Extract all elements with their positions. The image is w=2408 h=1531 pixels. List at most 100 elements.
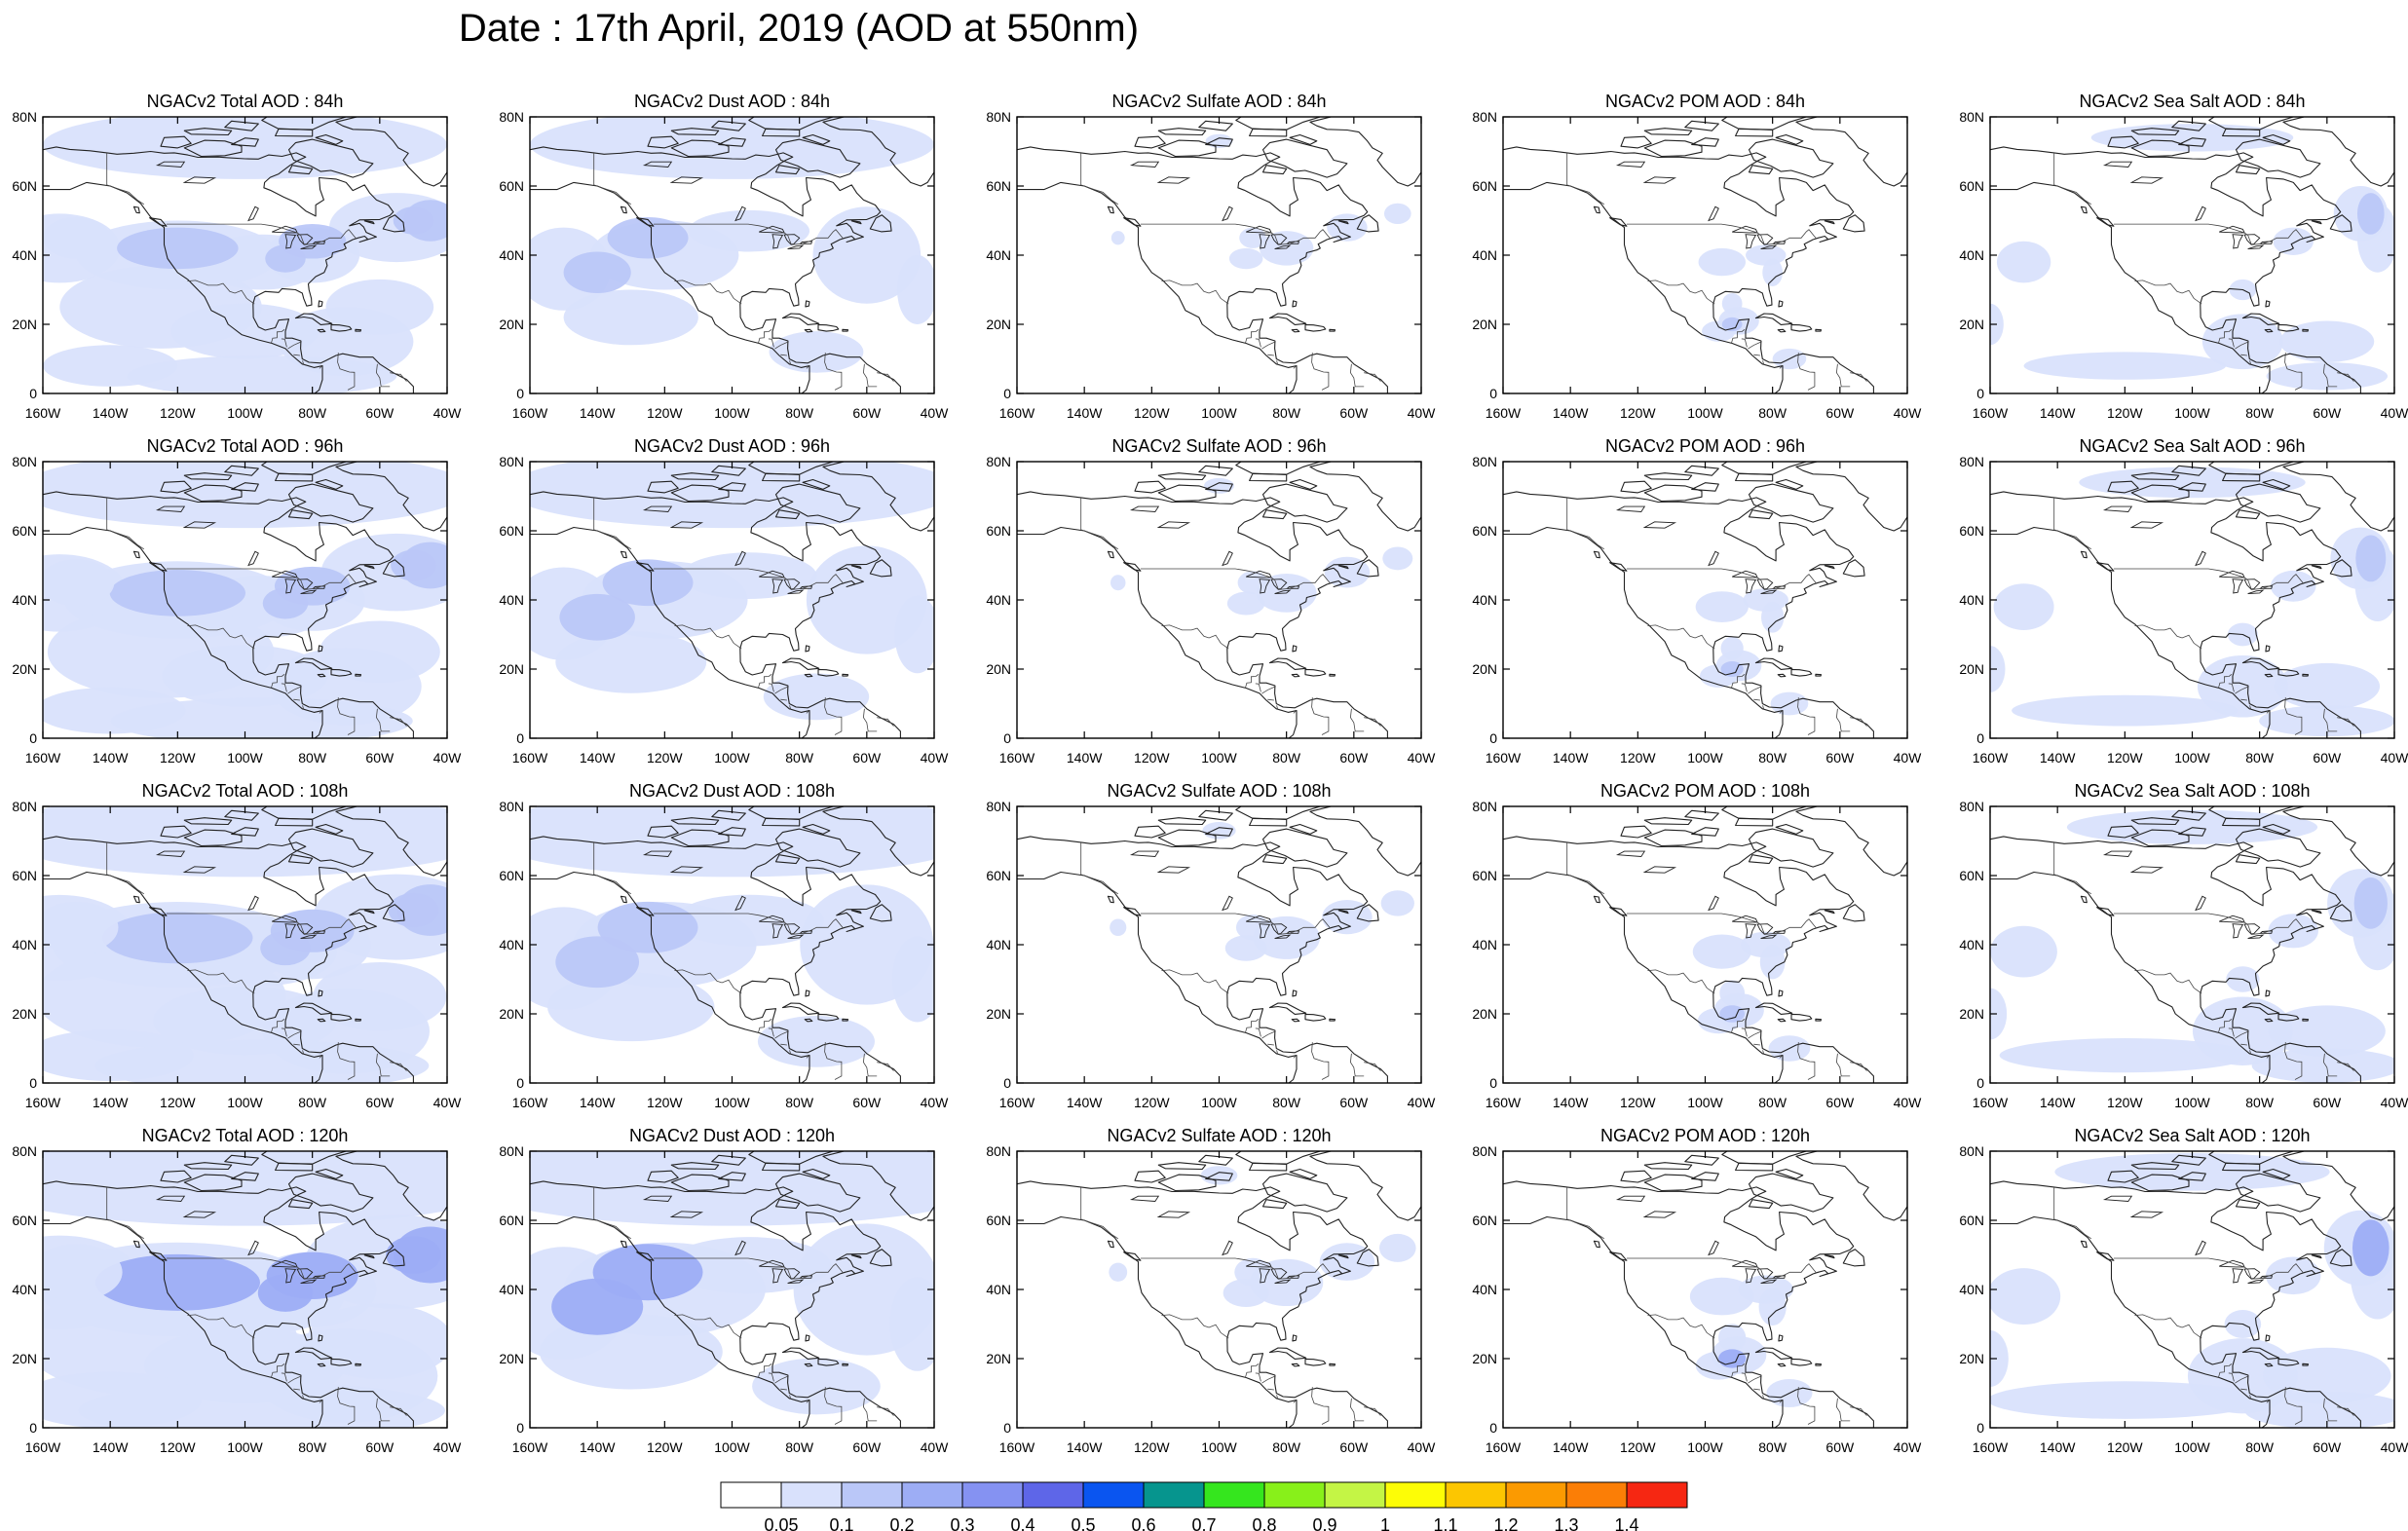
border-line: [1293, 710, 1297, 714]
border-line: [2134, 624, 2202, 650]
lake-outline: [155, 850, 186, 857]
lake-outline: [1760, 934, 1778, 940]
lake-outline: [312, 930, 326, 934]
coastline: [1790, 1358, 1813, 1366]
aod-patch: [1990, 988, 2008, 1040]
coastline: [2096, 907, 2115, 916]
y-tick-label: 60N: [986, 178, 1011, 194]
coastline: [2235, 483, 2321, 523]
colorbar-label: 1.2: [1493, 1515, 1518, 1531]
x-tick-label: 40W: [2381, 1439, 2408, 1455]
coastline: [1157, 139, 1217, 158]
y-tick-label: 80N: [12, 1143, 37, 1159]
lake-outline: [182, 521, 217, 529]
border-line: [1261, 341, 1276, 350]
coastline: [2130, 1162, 2180, 1171]
coastline: [748, 806, 837, 820]
x-tick-label: 120W: [2107, 1095, 2143, 1110]
border-line: [337, 1387, 356, 1425]
border-line: [2266, 1055, 2270, 1059]
coastline: [1205, 137, 1233, 147]
border-line: [1245, 1018, 1260, 1033]
border-line: [1850, 372, 1861, 375]
x-tick-label: 120W: [1134, 750, 1170, 766]
lake-outline: [734, 550, 746, 567]
border-line: [166, 1257, 357, 1280]
x-tick-label: 80W: [298, 1439, 327, 1455]
coastline: [1620, 1170, 1652, 1183]
border-line: [375, 708, 391, 732]
border-line: [1267, 1043, 1274, 1046]
coastline: [670, 1162, 720, 1171]
aod-patch: [889, 1277, 934, 1371]
y-tick-label: 60N: [499, 1213, 524, 1228]
border-line: [390, 1062, 400, 1064]
coastline: [1205, 482, 1233, 492]
border-line: [1731, 328, 1746, 344]
coastline: [2208, 806, 2297, 820]
panel-title: NGACv2 Sea Salt AOD : 84h: [2079, 92, 2305, 111]
x-tick-label: 120W: [2107, 750, 2143, 766]
coastline: [670, 484, 730, 503]
lake-outline: [1274, 1279, 1292, 1285]
x-tick-label: 80W: [785, 405, 814, 421]
border-line: [187, 969, 255, 994]
coastline: [1235, 462, 1324, 475]
coastline: [774, 828, 861, 868]
border-line: [166, 568, 357, 590]
border-line: [1626, 1257, 1817, 1280]
y-tick-label: 40N: [499, 247, 524, 263]
coastline: [2208, 117, 2297, 131]
coastline: [2282, 1151, 2394, 1221]
border-line: [806, 1055, 809, 1059]
aod-patch: [546, 972, 715, 1042]
border-line: [780, 698, 787, 701]
coastline: [2277, 323, 2300, 332]
aod-patch: [117, 227, 239, 270]
coastline: [2262, 823, 2291, 835]
x-tick-label: 80W: [2245, 750, 2275, 766]
x-tick-label: 80W: [785, 750, 814, 766]
x-tick-label: 160W: [999, 1095, 1035, 1110]
aod-patch: [43, 216, 111, 259]
x-tick-label: 100W: [1201, 750, 1237, 766]
aod-patch: [2187, 1338, 2298, 1414]
aod-patch: [43, 901, 119, 953]
coastline: [1990, 146, 2361, 393]
border-line: [399, 373, 407, 382]
border-line: [1850, 717, 1861, 720]
x-tick-label: 100W: [714, 1439, 750, 1455]
lake-outline: [1222, 895, 1233, 912]
aod-patch: [530, 462, 934, 529]
border-line: [1647, 1314, 1715, 1339]
panel-title: NGACv2 Total AOD : 96h: [147, 436, 344, 456]
coastline: [224, 120, 259, 131]
coastline: [261, 462, 350, 475]
border-line: [1741, 1372, 1748, 1382]
coastline: [1620, 480, 1652, 494]
coastline: [1107, 550, 1114, 559]
border-line: [2347, 718, 2354, 727]
border-line: [1731, 1363, 1746, 1378]
lake-outline: [2259, 585, 2274, 589]
colorbar-swatch: [1143, 1481, 1205, 1509]
coastline: [1337, 219, 1349, 225]
coastline: [1503, 836, 1874, 1083]
coastline: [335, 462, 447, 532]
border-line: [1373, 718, 1381, 727]
coastline: [718, 482, 746, 492]
y-tick-label: 0: [1976, 1420, 1984, 1436]
coastline: [2178, 827, 2206, 837]
coastline: [850, 564, 862, 570]
coastline: [1356, 214, 1379, 233]
coastline: [2130, 484, 2190, 503]
coastline: [1778, 990, 1784, 997]
lake-outline: [1156, 866, 1191, 874]
coastline: [317, 1363, 326, 1367]
y-tick-label: 40N: [12, 247, 37, 263]
y-tick-label: 0: [29, 1075, 37, 1091]
border-line: [1255, 683, 1261, 692]
border-line: [2235, 341, 2249, 350]
lake-outline: [1732, 1259, 1758, 1268]
